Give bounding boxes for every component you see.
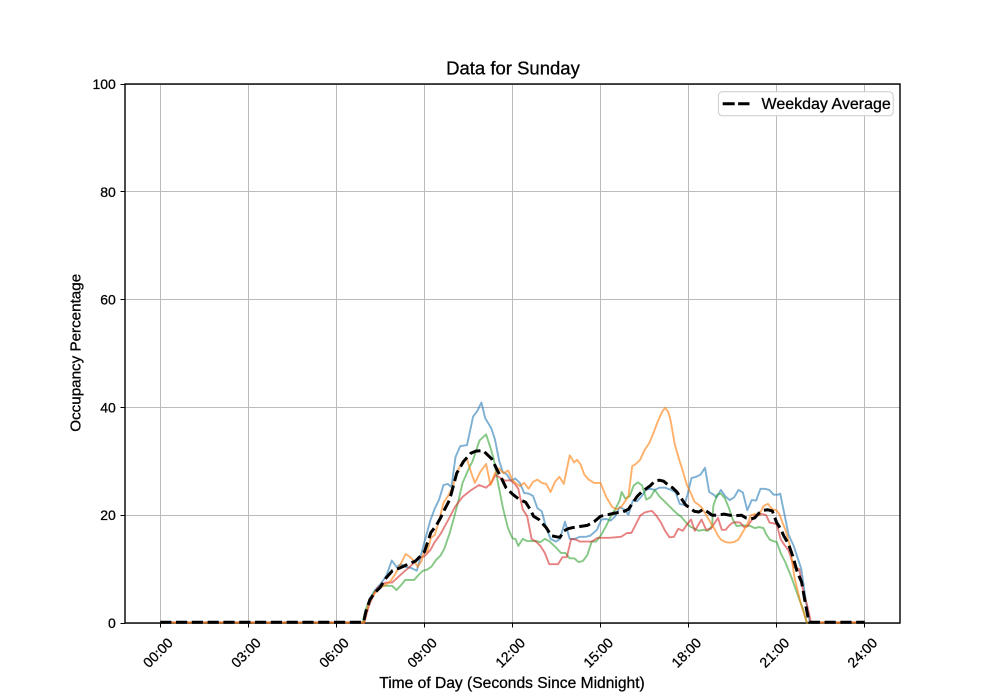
svg-text:80: 80 bbox=[100, 184, 116, 200]
svg-text:Time of Day (Seconds Since Mid: Time of Day (Seconds Since Midnight) bbox=[379, 675, 645, 692]
svg-text:20: 20 bbox=[100, 507, 116, 523]
svg-text:0: 0 bbox=[108, 615, 116, 631]
svg-text:Data for Sunday: Data for Sunday bbox=[446, 58, 580, 79]
svg-text:Occupancy Percentage: Occupancy Percentage bbox=[68, 274, 85, 432]
svg-text:Weekday Average: Weekday Average bbox=[762, 96, 891, 113]
svg-text:60: 60 bbox=[100, 292, 116, 308]
svg-text:100: 100 bbox=[92, 76, 116, 92]
svg-text:40: 40 bbox=[100, 399, 116, 415]
